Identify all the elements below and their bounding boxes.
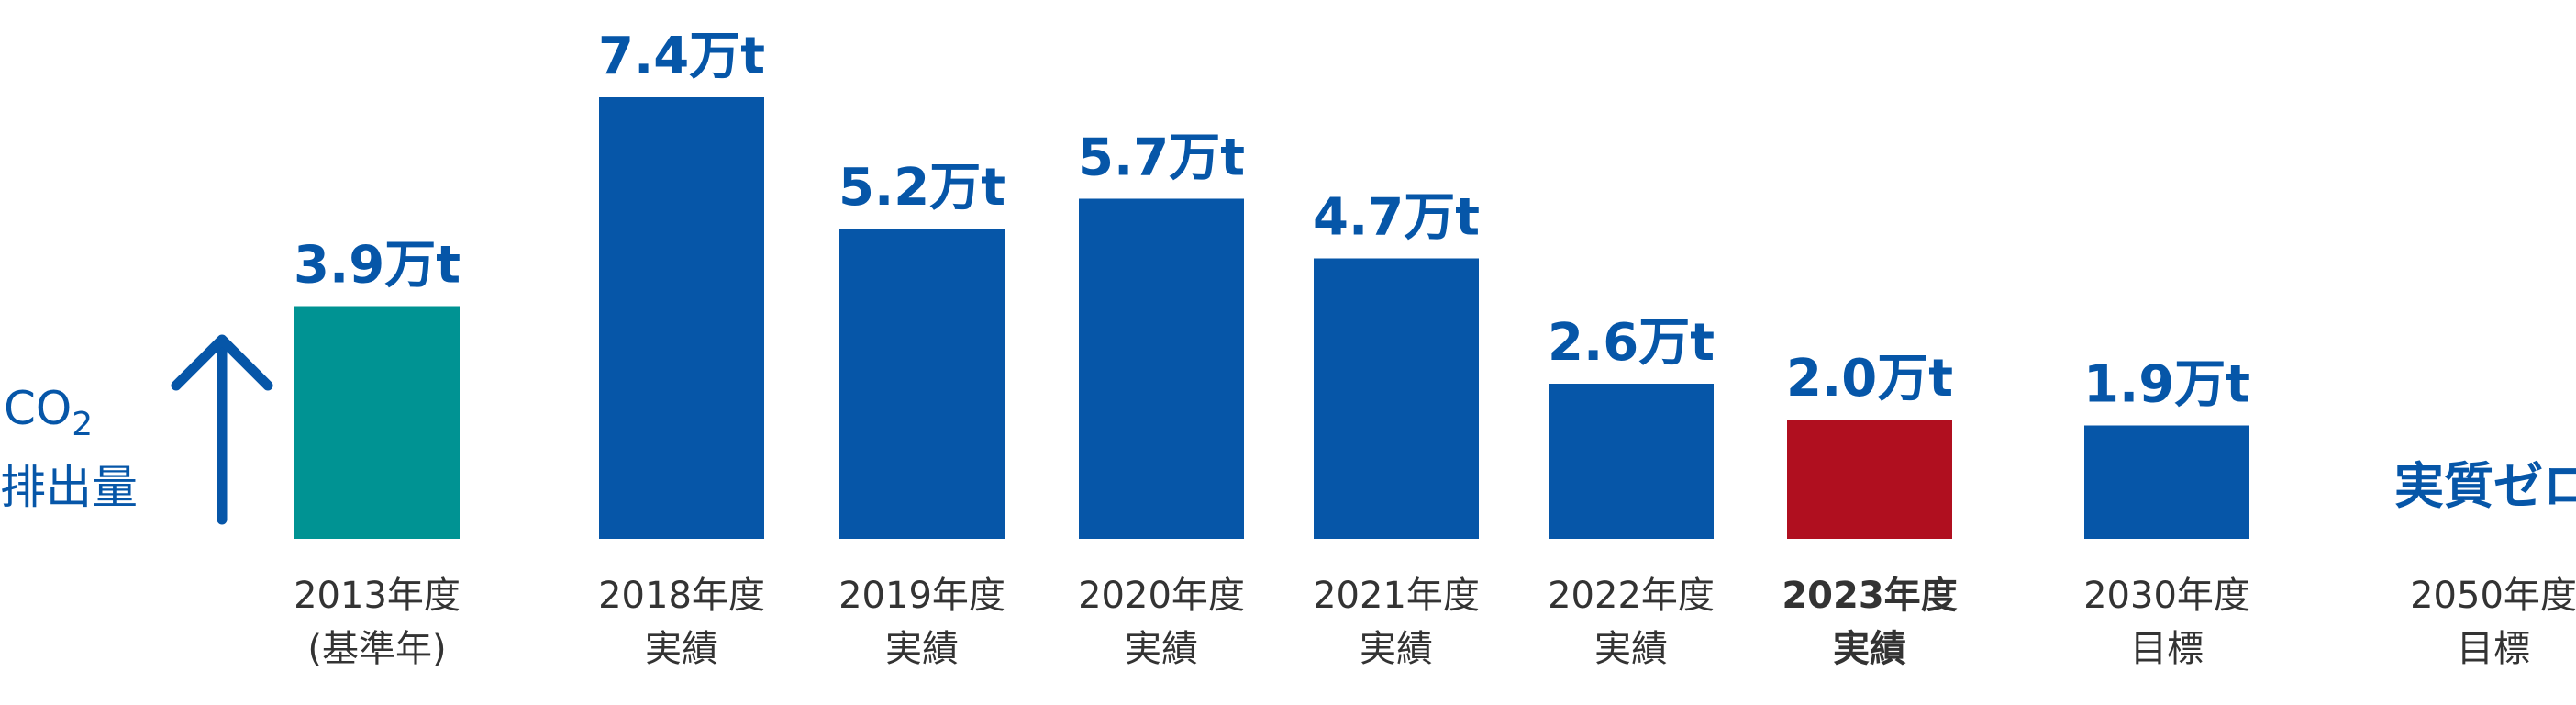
value-labels-layer: 3.9万t 7.4万t 5.2万t 5.7万t 4.7万t 2.6万t 2.0万t 1.9万t… <box>294 27 2576 515</box>
category-sublabel-5: 実績 <box>1594 628 1668 670</box>
bar-7 <box>2084 425 2249 539</box>
bar-3 <box>1079 198 1244 539</box>
bar-1 <box>599 97 764 539</box>
value-label-2: 5.2万t <box>838 158 1005 218</box>
bar-6 <box>1787 420 1952 539</box>
category-label-0: 2013年度 <box>294 575 461 617</box>
bar-0 <box>294 306 460 539</box>
category-sublabel-1: 実績 <box>645 628 718 670</box>
value-label-1: 7.4万t <box>598 27 765 86</box>
value-label-6: 2.0万t <box>1786 349 1953 408</box>
value-label-5: 2.6万t <box>1548 313 1715 373</box>
bars-layer <box>294 97 2249 539</box>
value-label-7: 1.9万t <box>2083 355 2250 415</box>
value-label-0: 3.9万t <box>294 236 461 296</box>
category-sublabel-8: 目標 <box>2457 628 2530 670</box>
category-sublabel-3: 実績 <box>1125 628 1198 670</box>
bar-2 <box>839 229 1005 539</box>
category-sublabel-2: 実績 <box>885 628 959 670</box>
category-label-8: 2050年度 <box>2410 575 2576 617</box>
y-axis-label-co: CO2 <box>4 382 93 443</box>
up-arrow-icon <box>171 334 273 525</box>
value-label-8: 実質ゼロ <box>2394 457 2576 515</box>
y-axis-indicator: CO2 排出量 <box>0 334 273 525</box>
bar-5 <box>1549 384 1714 539</box>
category-label-5: 2022年度 <box>1548 575 1715 617</box>
value-label-3: 5.7万t <box>1078 129 1245 188</box>
y-axis-label-emissions: 排出量 <box>0 461 138 514</box>
value-label-4: 4.7万t <box>1313 188 1480 248</box>
category-sublabel-6: 実績 <box>1833 628 1906 670</box>
category-sublabel-0: (基準年) <box>307 628 446 670</box>
category-sublabel-7: 目標 <box>2130 628 2204 670</box>
category-label-2: 2019年度 <box>838 575 1005 617</box>
category-sublabel-4: 実績 <box>1360 628 1433 670</box>
category-label-6: 2023年度 <box>1782 575 1957 617</box>
category-label-7: 2030年度 <box>2083 575 2250 617</box>
category-label-3: 2020年度 <box>1078 575 1245 617</box>
bar-4 <box>1314 258 1479 539</box>
category-labels-layer: 2013年度(基準年)2018年度実績2019年度実績2020年度実績2021年… <box>294 575 2576 670</box>
category-label-1: 2018年度 <box>598 575 765 617</box>
category-label-4: 2021年度 <box>1313 575 1480 617</box>
